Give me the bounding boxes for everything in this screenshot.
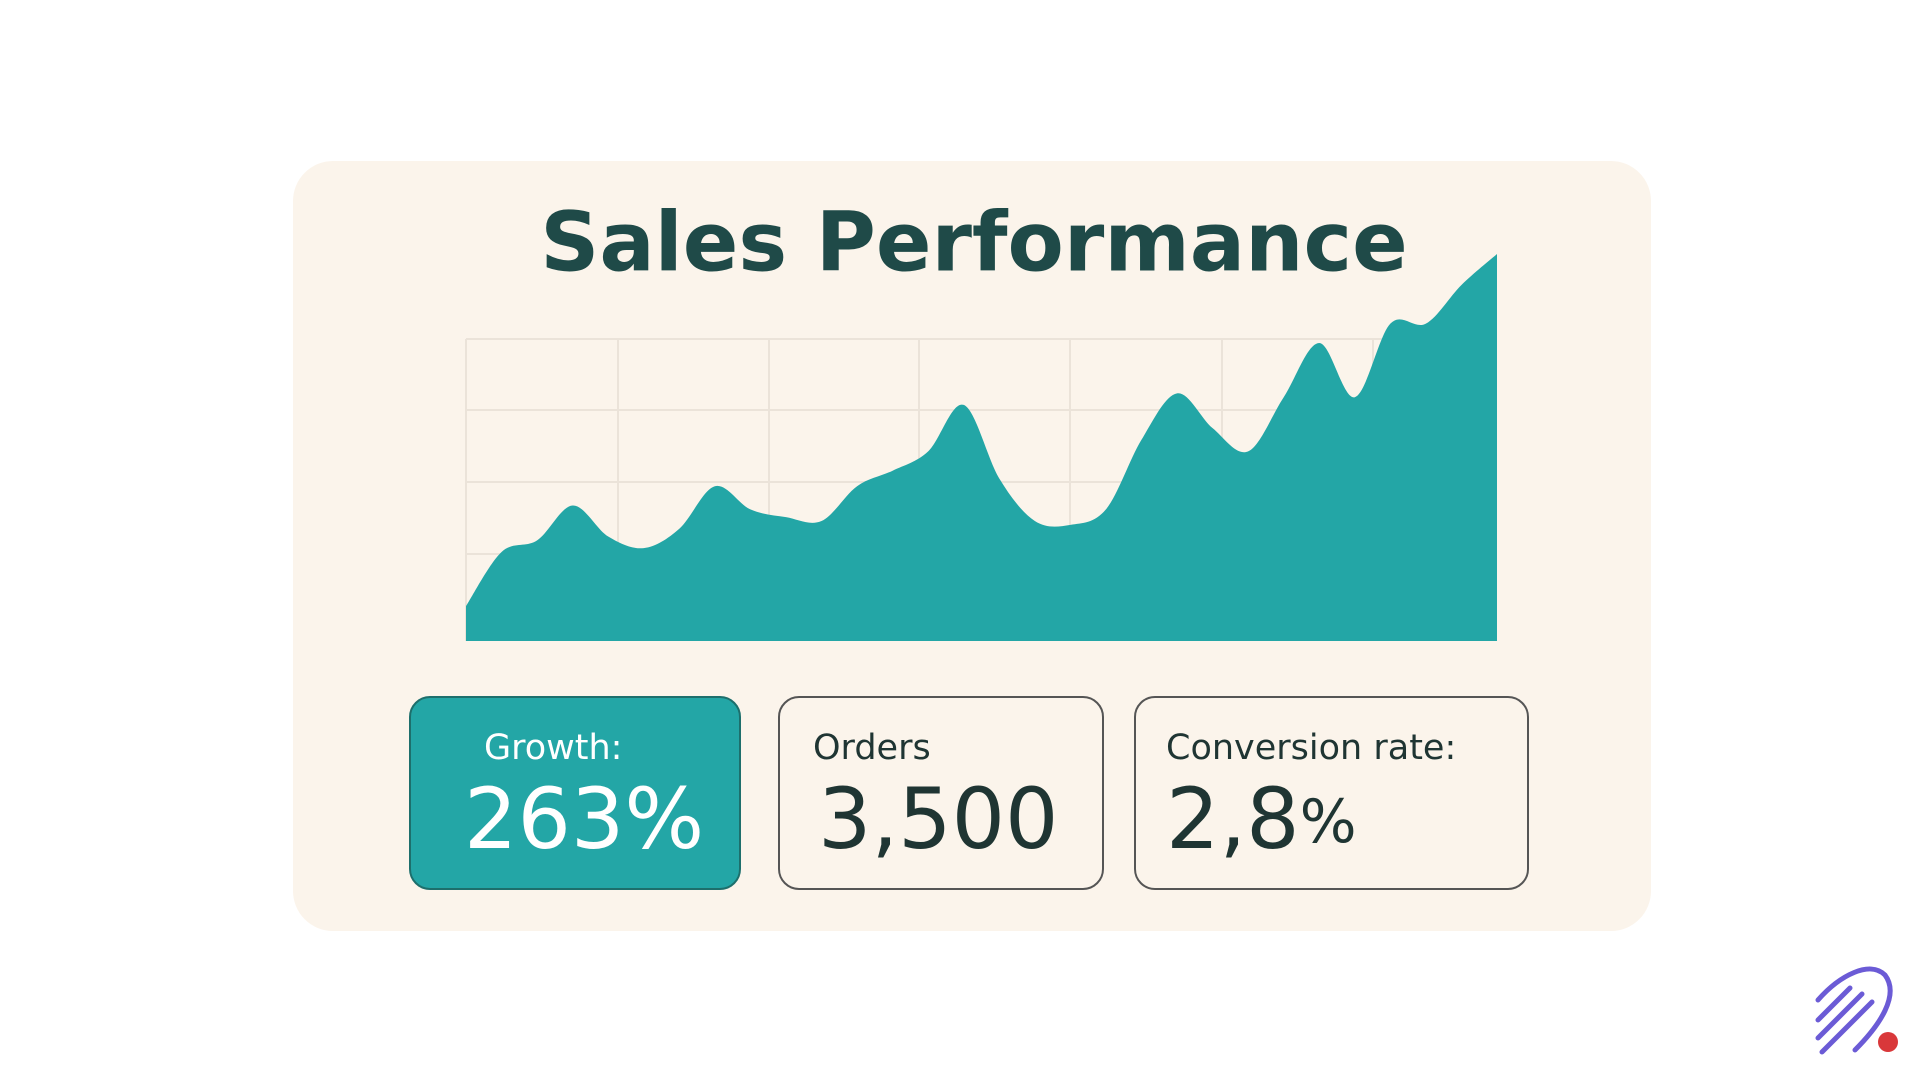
stat-label: Conversion rate: bbox=[1166, 728, 1456, 768]
stat-value: 263% bbox=[464, 770, 704, 868]
stat-card bbox=[778, 696, 1104, 890]
stat-value: 3,500 bbox=[818, 770, 1058, 868]
stat-number: 2,8 bbox=[1166, 770, 1300, 868]
stat-label: Orders bbox=[813, 728, 931, 768]
stat-card bbox=[1134, 696, 1529, 890]
stat-card bbox=[409, 696, 741, 890]
area bbox=[466, 254, 1497, 641]
chart-title: Sales Performance bbox=[540, 195, 1407, 290]
stat-unit: % bbox=[1300, 787, 1357, 857]
stat-label: Growth: bbox=[484, 728, 622, 768]
stat-value: 2,8% bbox=[1166, 770, 1357, 868]
logo bbox=[1815, 966, 1898, 1055]
